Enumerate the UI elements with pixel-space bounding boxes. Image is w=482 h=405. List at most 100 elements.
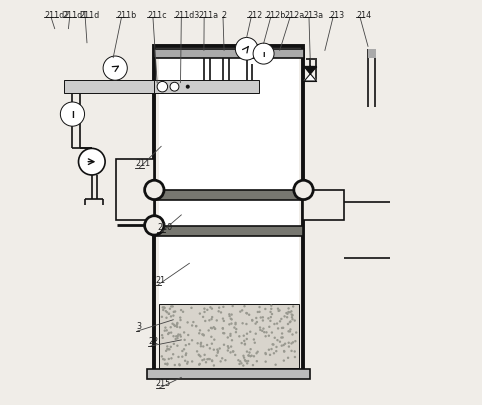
Circle shape — [213, 326, 215, 328]
Circle shape — [186, 362, 188, 365]
Circle shape — [187, 361, 189, 363]
Circle shape — [278, 310, 280, 312]
Circle shape — [290, 350, 293, 352]
Text: 211c: 211c — [147, 11, 167, 20]
Text: 211d: 211d — [80, 11, 100, 20]
Circle shape — [252, 364, 254, 367]
Circle shape — [184, 339, 186, 341]
Circle shape — [168, 332, 170, 334]
Circle shape — [265, 335, 267, 338]
Circle shape — [187, 322, 189, 324]
Circle shape — [247, 354, 250, 357]
Circle shape — [289, 320, 292, 323]
Text: I: I — [71, 110, 74, 119]
Circle shape — [273, 352, 275, 355]
Circle shape — [240, 362, 242, 364]
Circle shape — [238, 335, 241, 338]
Circle shape — [161, 337, 164, 339]
Circle shape — [229, 318, 232, 320]
Circle shape — [241, 322, 244, 325]
Circle shape — [287, 342, 290, 344]
Circle shape — [279, 320, 281, 323]
Circle shape — [177, 356, 180, 358]
Text: 211d3: 211d3 — [174, 11, 200, 20]
Circle shape — [295, 331, 297, 334]
Circle shape — [230, 313, 233, 316]
Circle shape — [254, 333, 257, 335]
Circle shape — [60, 103, 84, 127]
Circle shape — [276, 322, 278, 325]
Circle shape — [203, 311, 206, 313]
Circle shape — [273, 323, 276, 326]
Circle shape — [251, 319, 254, 322]
Circle shape — [286, 313, 289, 315]
Circle shape — [263, 331, 266, 334]
Circle shape — [291, 316, 293, 319]
Circle shape — [264, 352, 267, 354]
Polygon shape — [304, 75, 316, 82]
Text: 2: 2 — [222, 11, 227, 20]
Circle shape — [254, 342, 256, 344]
Circle shape — [213, 364, 215, 367]
Circle shape — [209, 358, 211, 360]
Circle shape — [103, 57, 127, 81]
Circle shape — [268, 326, 270, 328]
Circle shape — [288, 345, 290, 348]
Circle shape — [287, 311, 290, 313]
Circle shape — [163, 307, 166, 309]
Bar — [154, 81, 259, 94]
Circle shape — [202, 334, 205, 337]
Circle shape — [164, 326, 167, 329]
Circle shape — [201, 359, 203, 362]
Circle shape — [245, 338, 248, 340]
Circle shape — [294, 356, 296, 358]
Circle shape — [294, 181, 313, 200]
Circle shape — [145, 181, 164, 200]
Circle shape — [271, 313, 273, 315]
Circle shape — [273, 337, 276, 339]
Circle shape — [271, 332, 273, 334]
Circle shape — [178, 363, 181, 366]
Circle shape — [201, 333, 203, 336]
Circle shape — [259, 326, 261, 329]
Circle shape — [256, 351, 259, 353]
Circle shape — [202, 316, 204, 318]
Circle shape — [289, 330, 291, 333]
Circle shape — [211, 316, 214, 318]
Circle shape — [283, 315, 286, 318]
Circle shape — [223, 344, 225, 346]
Circle shape — [262, 320, 264, 322]
Polygon shape — [304, 67, 316, 75]
Circle shape — [282, 360, 285, 362]
Circle shape — [274, 364, 277, 366]
Circle shape — [211, 343, 213, 345]
Circle shape — [261, 330, 264, 332]
Circle shape — [227, 350, 229, 352]
Circle shape — [272, 343, 275, 346]
Circle shape — [191, 324, 193, 327]
Circle shape — [269, 311, 272, 313]
Circle shape — [230, 345, 232, 348]
Circle shape — [258, 311, 261, 313]
Circle shape — [161, 355, 163, 358]
Circle shape — [179, 317, 181, 319]
Circle shape — [248, 314, 250, 316]
Circle shape — [206, 344, 208, 346]
Circle shape — [232, 350, 235, 353]
Circle shape — [170, 346, 172, 348]
Circle shape — [190, 307, 193, 309]
Text: 213a: 213a — [304, 11, 323, 20]
Text: 215: 215 — [156, 378, 171, 387]
Circle shape — [243, 340, 245, 342]
Circle shape — [289, 321, 291, 324]
Bar — [154, 50, 304, 58]
Circle shape — [166, 348, 169, 350]
Circle shape — [199, 355, 201, 358]
Circle shape — [258, 306, 261, 309]
Circle shape — [170, 315, 172, 318]
Circle shape — [232, 350, 234, 353]
Circle shape — [245, 360, 247, 362]
Circle shape — [223, 332, 226, 335]
Circle shape — [248, 352, 251, 354]
Circle shape — [255, 352, 258, 354]
